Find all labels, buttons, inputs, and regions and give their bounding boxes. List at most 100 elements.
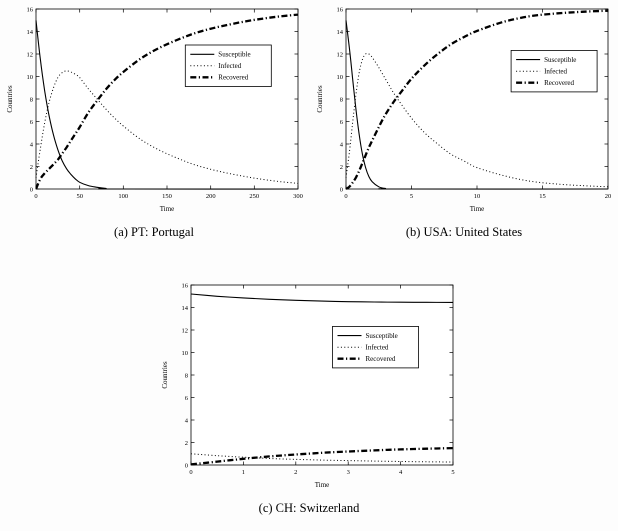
x-tick-label: 50	[76, 193, 83, 200]
y-tick-label: 10	[182, 350, 189, 357]
series-infected	[190, 453, 454, 463]
y-tick-label: 0	[30, 186, 33, 193]
y-tick-label: 4	[340, 141, 344, 148]
series-group	[35, 13, 299, 190]
y-axis-label: Countries	[161, 361, 169, 388]
x-tick-label: 200	[206, 193, 216, 200]
y-tick-label: 2	[30, 164, 33, 171]
x-tick-label: 5	[410, 193, 413, 200]
series-susceptible	[35, 20, 299, 190]
y-tick-label: 2	[185, 440, 188, 447]
plot-border	[345, 8, 609, 190]
x-tick-label: 15	[539, 193, 546, 200]
y-tick-label: 0	[185, 462, 188, 469]
legend-box	[184, 44, 272, 87]
chart-portugal: 0 50 100 150 200 250 300 0 2 4 6 8 10 12 14 16 Time Count…	[3, 4, 305, 216]
x-axis: 0 50 100 150 200 250 300	[34, 9, 303, 200]
top-row: 0 50 100 150 200 250 300 0 2 4 6 8 10 12 14 16 Time Count…	[0, 4, 618, 240]
legend-label: Infected	[544, 68, 567, 76]
x-axis-label: Time	[160, 205, 175, 213]
legend-label: Recovered	[366, 355, 396, 363]
x-tick-label: 0	[344, 193, 347, 200]
series-infected	[345, 52, 609, 188]
plot-border	[35, 8, 299, 190]
x-tick-label: 5	[451, 469, 454, 476]
y-tick-label: 12	[27, 51, 34, 58]
x-tick-label: 250	[249, 193, 259, 200]
series-recovered	[190, 446, 454, 466]
y-tick-label: 6	[185, 395, 189, 402]
series-infected	[35, 70, 299, 184]
chart-svg: 0 50 100 150 200 250 300 0 2 4 6 8 10 12 14 16 Time Count…	[6, 6, 303, 213]
legend: Susceptible Infected Recovered	[184, 44, 272, 87]
y-axis: 0 2 4 6 8 10 12 14 16	[182, 282, 453, 469]
y-tick-label: 14	[182, 305, 189, 312]
x-axis-label: Time	[470, 205, 485, 213]
chart-svg: 0 1 2 3 4 50246810121416TimeCountriesSuscepti…	[161, 282, 455, 489]
y-tick-label: 8	[340, 96, 343, 103]
y-tick-label: 8	[185, 372, 188, 379]
y-axis-label: Countries	[6, 85, 14, 112]
y-tick-label: 14	[27, 29, 34, 36]
x-tick-label: 2	[294, 469, 297, 476]
x-tick-label: 0	[34, 193, 37, 200]
y-tick-label: 2	[340, 164, 343, 171]
legend-label: Infected	[218, 62, 241, 70]
series-recovered	[35, 13, 299, 190]
y-axis-label: Countries	[316, 85, 324, 112]
legend-label: Recovered	[544, 79, 574, 87]
series-recovered	[345, 9, 609, 190]
chart-svg: 0 5 10 15 20 0 2 4 6 8 10 12 14 16 Time Countries Suscep…	[316, 6, 612, 213]
caption-portugal: (a) PT: Portugal	[114, 225, 194, 239]
series-susceptible	[190, 293, 454, 303]
caption-switzerland: (c) CH: Switzerland	[258, 501, 360, 515]
y-tick-label: 12	[182, 327, 189, 334]
x-tick-label: 20	[605, 193, 612, 200]
legend: Susceptible Infected Recovered	[332, 326, 419, 369]
x-axis-label: Time	[315, 481, 330, 489]
x-tick-label: 300	[293, 193, 303, 200]
x-tick-label: 150	[162, 193, 172, 200]
legend-label: Susceptible	[218, 51, 250, 59]
y-tick-label: 10	[337, 74, 344, 81]
x-tick-label: 10	[474, 193, 481, 200]
y-tick-label: 0	[340, 186, 343, 193]
y-tick-label: 8	[30, 96, 33, 103]
chart-switzerland: 0 1 2 3 4 5 0 2 4 6 8 10 12 14 16 Time Countries Suscepti…	[158, 280, 460, 492]
plot-border	[190, 284, 454, 466]
x-tick-label: 100	[118, 193, 128, 200]
legend: Susceptible Infected Recovered	[510, 50, 598, 93]
x-axis: 0 1 2 3 4 5	[189, 285, 455, 476]
y-tick-label: 10	[27, 74, 34, 81]
x-tick-label: 3	[347, 469, 350, 476]
chart-panel-switzerland: 0 1 2 3 4 5 0 2 4 6 8 10 12 14 16 Time Countries Suscepti…	[158, 280, 460, 516]
series-susceptible	[345, 20, 609, 190]
series-group	[345, 9, 609, 190]
caption-usa: (b) USA: United States	[405, 225, 523, 239]
y-tick-label: 12	[337, 51, 344, 58]
legend-label: Susceptible	[544, 56, 576, 64]
y-tick-label: 6	[30, 119, 34, 126]
x-tick-label: 1	[242, 469, 245, 476]
y-axis: 0 2 4 6 8 10 12 14 16	[337, 6, 608, 193]
legend-label: Infected	[366, 344, 389, 352]
y-tick-label: 16	[337, 6, 344, 13]
bottom-row: 0 1 2 3 4 5 0 2 4 6 8 10 12 14 16 Time Countries Suscepti…	[0, 280, 618, 516]
y-tick-label: 6	[340, 119, 344, 126]
x-tick-label: 0	[189, 469, 192, 476]
y-tick-label: 16	[27, 6, 34, 13]
legend-box	[332, 326, 419, 369]
y-tick-label: 16	[182, 282, 189, 289]
y-tick-label: 4	[185, 417, 189, 424]
legend-label: Recovered	[218, 74, 248, 82]
chart-usa: 0 5 10 15 20 0 2 4 6 8 10 12 14 16 Time Countries Suscep…	[313, 4, 615, 216]
legend-label: Susceptible	[366, 332, 398, 340]
legend-box	[510, 50, 598, 93]
x-tick-label: 4	[399, 469, 403, 476]
chart-panel-usa: 0 5 10 15 20 0 2 4 6 8 10 12 14 16 Time Countries Suscep…	[313, 4, 615, 240]
y-tick-label: 14	[337, 29, 344, 36]
y-tick-label: 4	[30, 141, 34, 148]
chart-panel-portugal: 0 50 100 150 200 250 300 0 2 4 6 8 10 12 14 16 Time Count…	[3, 4, 305, 240]
series-group	[190, 293, 454, 466]
